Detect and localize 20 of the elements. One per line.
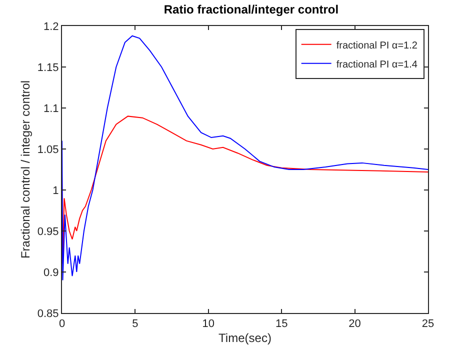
- y-tick-label: 0.95: [37, 226, 59, 238]
- y-tick-label: 1.1: [44, 102, 59, 115]
- y-tick-label: 1.05: [37, 144, 59, 156]
- y-axis-title: Fractional control / integer control: [18, 80, 33, 259]
- x-tick-label: 0: [58, 318, 66, 330]
- x-axis-title: Time(sec): [218, 331, 272, 346]
- y-tick-label: 0.9: [44, 266, 59, 279]
- y-tick-label: 0.85: [37, 308, 59, 320]
- x-tick-label: 10: [202, 318, 215, 330]
- x-tick-label: 25: [422, 318, 434, 330]
- y-tick-label: 1: [52, 184, 59, 197]
- line-series: [62, 35, 428, 281]
- chart-title: Ratio fractional/integer control: [164, 2, 339, 17]
- legend-label: fractional PI α=1.2: [336, 40, 418, 52]
- y-tick-label: 1.2: [44, 20, 59, 33]
- y-tick-label: 1.15: [37, 62, 59, 74]
- x-tick-label: 15: [275, 318, 288, 330]
- x-tick-label: 5: [132, 318, 138, 330]
- x-tick-label: 20: [348, 318, 361, 330]
- legend-label: fractional PI α=1.4: [336, 59, 418, 70]
